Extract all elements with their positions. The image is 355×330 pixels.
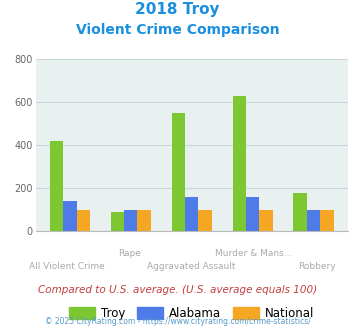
Text: Compared to U.S. average. (U.S. average equals 100): Compared to U.S. average. (U.S. average … — [38, 285, 317, 295]
Bar — [63, 201, 77, 231]
Text: All Violent Crime: All Violent Crime — [29, 262, 105, 271]
Bar — [233, 96, 246, 231]
Bar — [320, 210, 334, 231]
Text: Murder & Mans...: Murder & Mans... — [215, 249, 293, 258]
Bar — [198, 210, 212, 231]
Text: Robbery: Robbery — [298, 262, 335, 271]
Bar — [307, 210, 320, 231]
Bar — [50, 141, 63, 231]
Bar — [185, 197, 198, 231]
Text: Violent Crime Comparison: Violent Crime Comparison — [76, 23, 279, 37]
Text: © 2025 CityRating.com - https://www.cityrating.com/crime-statistics/: © 2025 CityRating.com - https://www.city… — [45, 317, 310, 326]
Bar — [260, 210, 273, 231]
Bar — [124, 210, 137, 231]
Text: 2018 Troy: 2018 Troy — [135, 2, 220, 16]
Text: Aggravated Assault: Aggravated Assault — [147, 262, 236, 271]
Bar — [171, 113, 185, 231]
Bar — [294, 193, 307, 231]
Bar — [111, 212, 124, 231]
Legend: Troy, Alabama, National: Troy, Alabama, National — [64, 302, 319, 325]
Bar — [137, 210, 151, 231]
Text: Rape: Rape — [118, 249, 141, 258]
Bar — [77, 210, 90, 231]
Bar — [246, 197, 260, 231]
